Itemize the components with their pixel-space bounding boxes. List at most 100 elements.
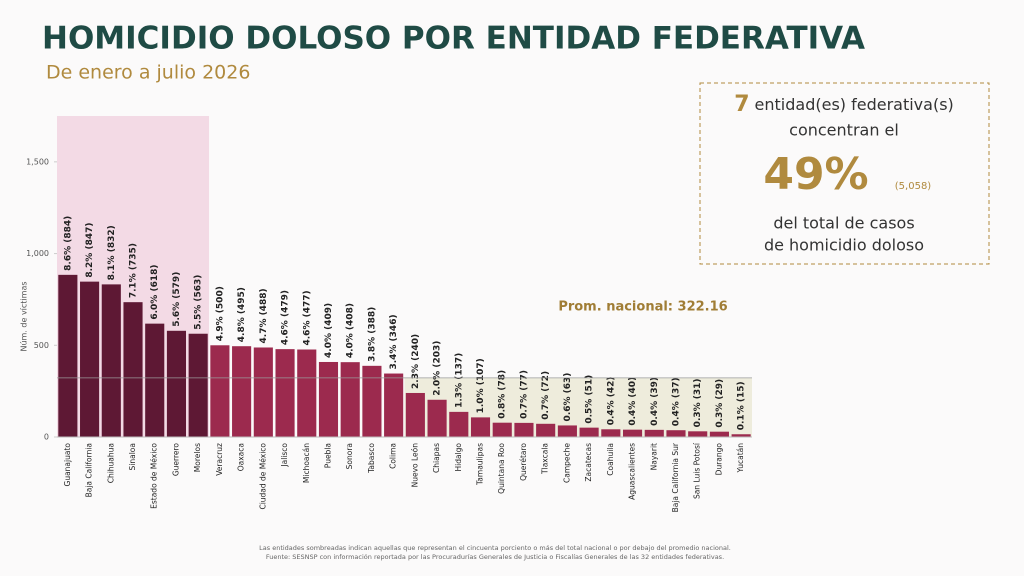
bar bbox=[340, 362, 360, 437]
x-tick-label: Tabasco bbox=[367, 443, 376, 474]
x-tick-label: Estado de México bbox=[150, 443, 159, 509]
value-label: 0.3% (31) bbox=[693, 378, 703, 427]
value-label: 0.4% (40) bbox=[628, 377, 638, 426]
y-tick-label: 1,500 bbox=[26, 157, 49, 166]
bar bbox=[58, 274, 78, 437]
footnote: Las entidades sombreadas indican aquella… bbox=[259, 544, 731, 552]
value-label: 4.7% (488) bbox=[259, 288, 269, 343]
value-label: 4.8% (495) bbox=[237, 287, 247, 342]
bar bbox=[123, 302, 143, 437]
average-label: Prom. nacional: 322.16 bbox=[558, 300, 727, 315]
x-tick-label: Michoacán bbox=[302, 443, 311, 483]
x-tick-label: Nuevo León bbox=[410, 443, 419, 488]
value-label: 1.3% (137) bbox=[454, 353, 464, 408]
bar bbox=[579, 427, 599, 437]
x-tick-label: Tlaxcala bbox=[541, 443, 550, 475]
value-label: 3.8% (388) bbox=[367, 307, 377, 362]
x-tick-label: Colima bbox=[389, 443, 398, 469]
x-tick-label: Baja California bbox=[85, 443, 94, 497]
bar bbox=[731, 434, 751, 437]
x-tick-label: Durango bbox=[714, 443, 723, 476]
footnote: Fuente: SESNSP con información reportada… bbox=[266, 553, 724, 561]
value-label: 2.3% (240) bbox=[411, 334, 421, 389]
bar bbox=[318, 361, 339, 437]
bar bbox=[470, 417, 491, 437]
bar bbox=[492, 422, 512, 437]
chart: 0 500 1,000 1,500 Núm. de víctimas Guanajuato… bbox=[20, 116, 752, 512]
x-tick-label: Chiapas bbox=[432, 443, 441, 473]
bar bbox=[145, 323, 165, 437]
x-tick-label: San Luis Potosí bbox=[693, 442, 702, 499]
x-tick-label: Quintana Roo bbox=[497, 443, 506, 494]
bar bbox=[253, 347, 273, 437]
bar bbox=[514, 422, 534, 437]
value-label: 0.6% (63) bbox=[563, 373, 573, 422]
bar bbox=[232, 346, 252, 437]
bar bbox=[427, 399, 447, 437]
callout-count: 7 bbox=[734, 92, 749, 117]
bar bbox=[601, 429, 621, 437]
value-label: 0.8% (78) bbox=[498, 370, 508, 419]
value-label: 0.7% (77) bbox=[519, 370, 529, 419]
bar bbox=[275, 349, 295, 437]
bar bbox=[536, 423, 556, 437]
x-tick-label: Nayarit bbox=[649, 443, 658, 470]
x-tick-label: Sonora bbox=[345, 443, 354, 469]
x-tick-label: Zacatecas bbox=[584, 443, 593, 482]
x-tick-label: Campeche bbox=[562, 443, 571, 483]
value-label: 0.3% (29) bbox=[715, 379, 725, 428]
value-label: 0.4% (39) bbox=[650, 377, 660, 426]
bar bbox=[384, 373, 404, 437]
title: HOMICIDIO DOLOSO POR ENTIDAD FEDERATIVA bbox=[42, 21, 865, 57]
callout-text: del total de casos bbox=[773, 214, 914, 233]
bar bbox=[449, 411, 469, 437]
value-label: 6.0% (618) bbox=[150, 265, 160, 320]
x-tick-label: Morelos bbox=[193, 443, 202, 472]
value-label: 4.0% (408) bbox=[346, 303, 356, 358]
bar bbox=[362, 365, 382, 437]
value-label: 0.5% (51) bbox=[585, 375, 595, 424]
x-tick-label: Chihuahua bbox=[106, 443, 115, 483]
y-axis-label: Núm. de víctimas bbox=[20, 281, 29, 351]
x-tick-label: Puebla bbox=[323, 443, 332, 468]
value-label: 4.0% (409) bbox=[324, 303, 334, 358]
callout-percent: 49% bbox=[763, 149, 868, 200]
y-tick-label: 500 bbox=[34, 341, 49, 350]
value-label: 0.1% (15) bbox=[737, 381, 747, 430]
bar bbox=[166, 330, 187, 437]
value-label: 0.4% (42) bbox=[606, 376, 616, 425]
bar bbox=[80, 281, 100, 437]
x-tick-label: Guerrero bbox=[171, 443, 180, 477]
value-label: 8.6% (884) bbox=[63, 216, 73, 271]
bar bbox=[405, 392, 425, 437]
value-label: 5.6% (579) bbox=[172, 272, 182, 327]
x-tick-label: Baja California Sur bbox=[671, 442, 680, 512]
value-label: 8.1% (832) bbox=[107, 225, 117, 280]
value-label: 4.6% (477) bbox=[302, 290, 312, 345]
bar bbox=[210, 345, 230, 437]
bar bbox=[622, 429, 643, 437]
x-tick-label: Guanajuato bbox=[63, 443, 72, 487]
value-label: 4.9% (500) bbox=[215, 286, 225, 341]
bar bbox=[101, 284, 121, 437]
y-tick-label: 0 bbox=[44, 433, 49, 442]
bar bbox=[188, 333, 208, 437]
x-tick-label: Tamaulipas bbox=[476, 443, 485, 486]
x-tick-label: Yucatán bbox=[736, 443, 745, 474]
callout-line: 7 entidad(es) federativa(s) bbox=[734, 92, 954, 117]
callout-box bbox=[699, 82, 990, 265]
value-label: 4.6% (479) bbox=[281, 290, 291, 345]
bar bbox=[644, 429, 664, 437]
subtitle: De enero a julio 2026 bbox=[46, 62, 250, 84]
value-label: 5.5% (563) bbox=[194, 275, 204, 330]
value-label: 0.4% (37) bbox=[671, 377, 681, 426]
value-label: 2.0% (203) bbox=[433, 341, 443, 396]
value-label: 1.0% (107) bbox=[476, 358, 486, 413]
x-tick-label: Querétaro bbox=[519, 443, 528, 481]
callout-text: entidad(es) federativa(s) bbox=[755, 95, 954, 114]
bar bbox=[709, 431, 729, 437]
bar bbox=[688, 431, 708, 437]
bar bbox=[557, 425, 577, 437]
value-label: 0.7% (72) bbox=[541, 371, 551, 420]
